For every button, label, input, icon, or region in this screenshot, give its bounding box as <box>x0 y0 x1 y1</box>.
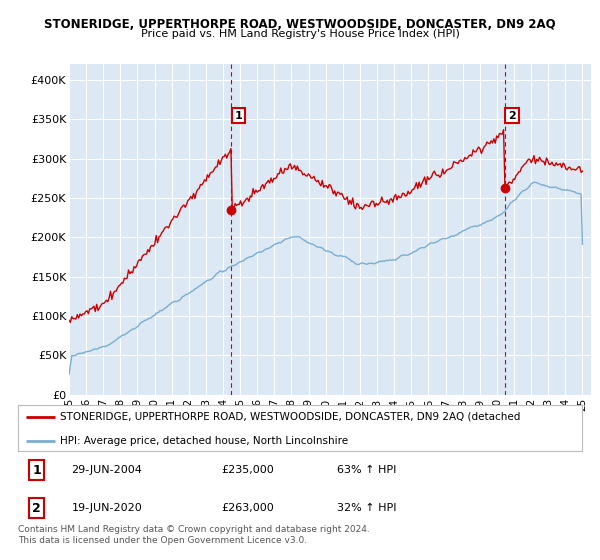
Text: 63% ↑ HPI: 63% ↑ HPI <box>337 465 396 475</box>
Text: STONERIDGE, UPPERTHORPE ROAD, WESTWOODSIDE, DONCASTER, DN9 2AQ: STONERIDGE, UPPERTHORPE ROAD, WESTWOODSI… <box>44 18 556 31</box>
Text: £263,000: £263,000 <box>221 503 274 513</box>
Text: 29-JUN-2004: 29-JUN-2004 <box>71 465 142 475</box>
Text: 1: 1 <box>32 464 41 477</box>
Text: 19-JUN-2020: 19-JUN-2020 <box>71 503 142 513</box>
Text: 2: 2 <box>508 110 516 120</box>
Text: Price paid vs. HM Land Registry's House Price Index (HPI): Price paid vs. HM Land Registry's House … <box>140 29 460 39</box>
Text: 32% ↑ HPI: 32% ↑ HPI <box>337 503 396 513</box>
Text: HPI: Average price, detached house, North Lincolnshire: HPI: Average price, detached house, Nort… <box>60 436 349 446</box>
Text: £235,000: £235,000 <box>221 465 274 475</box>
Text: 1: 1 <box>235 110 242 120</box>
Text: 2: 2 <box>32 502 41 515</box>
Text: STONERIDGE, UPPERTHORPE ROAD, WESTWOODSIDE, DONCASTER, DN9 2AQ (detached: STONERIDGE, UPPERTHORPE ROAD, WESTWOODSI… <box>60 412 521 422</box>
Text: Contains HM Land Registry data © Crown copyright and database right 2024.
This d: Contains HM Land Registry data © Crown c… <box>18 525 370 545</box>
